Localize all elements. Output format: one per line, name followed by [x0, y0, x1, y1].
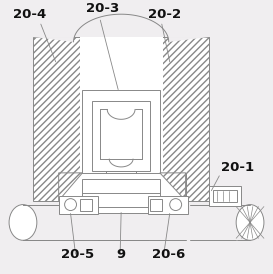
Text: 20-5: 20-5 [61, 248, 94, 261]
Ellipse shape [9, 205, 37, 240]
Bar [59, 196, 98, 213]
Bar [213, 190, 237, 202]
Text: 20-4: 20-4 [13, 8, 46, 21]
Bar [82, 179, 160, 207]
Bar [209, 186, 241, 206]
Text: 20-3: 20-3 [87, 2, 120, 15]
Text: 20-2: 20-2 [148, 8, 181, 21]
Bar [81, 37, 163, 201]
Ellipse shape [236, 205, 264, 240]
Polygon shape [59, 173, 82, 201]
Bar [33, 37, 209, 201]
Bar [81, 199, 92, 210]
Text: 20-6: 20-6 [152, 248, 185, 261]
Circle shape [170, 199, 182, 210]
Bar [82, 90, 160, 177]
Text: 20-1: 20-1 [221, 161, 254, 174]
Text: 9: 9 [116, 248, 125, 261]
Bar [150, 199, 162, 210]
Polygon shape [160, 173, 186, 201]
Bar [148, 196, 188, 213]
Polygon shape [33, 14, 209, 42]
Circle shape [65, 199, 76, 210]
Bar [92, 101, 150, 171]
Bar [59, 173, 186, 213]
